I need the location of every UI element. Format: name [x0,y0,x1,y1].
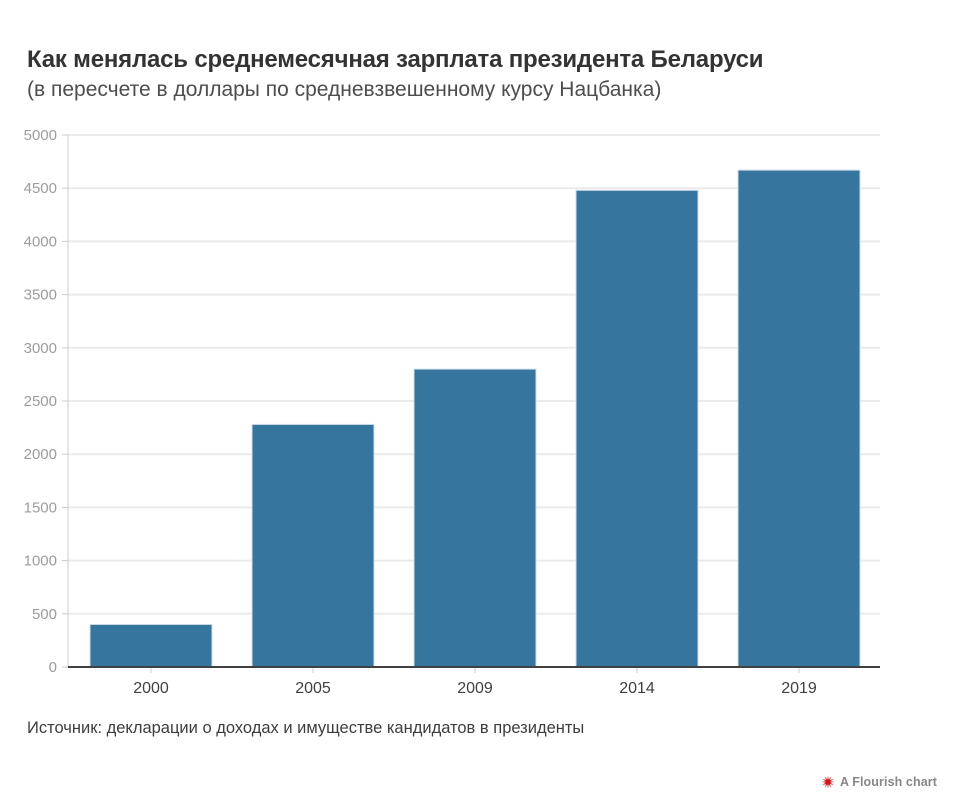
y-axis-label: 5000 [24,127,57,144]
y-axis-label: 1000 [24,553,57,570]
bar-2000[interactable] [89,623,213,668]
flourish-credit-link[interactable]: A Flourish chart [821,775,937,789]
bar-2009[interactable] [413,368,537,668]
chart-header: Как менялась среднемесячная зарплата пре… [27,46,927,102]
y-axis-label: 1500 [24,499,57,516]
y-axis-label: 4000 [24,233,57,250]
y-axis-label: 2000 [24,446,57,463]
x-axis-label: 2009 [457,680,493,697]
bar-2005[interactable] [251,423,375,668]
chart-subtitle: (в пересчете в доллары по средневзвешенн… [27,78,662,101]
flourish-credit-label: A Flourish chart [840,775,937,789]
y-axis-label: 4500 [24,180,57,197]
source-note: Источник: декларации о доходах и имущест… [27,719,585,737]
chart-title: Как менялась среднемесячная зарплата пре… [27,46,764,73]
y-axis-label: 3500 [24,287,57,304]
bar-2014[interactable] [575,189,699,668]
y-axis-label: 500 [32,606,57,623]
bar-2019[interactable] [737,169,861,668]
y-axis-label: 2500 [24,393,57,410]
x-axis-label: 2014 [619,680,655,697]
y-axis-label: 3000 [24,340,57,357]
x-axis-label: 2000 [133,680,169,697]
x-axis-label: 2019 [781,680,817,697]
flourish-starburst-icon [821,775,835,789]
y-axis-label: 0 [49,659,57,676]
x-axis-label: 2005 [295,680,331,697]
